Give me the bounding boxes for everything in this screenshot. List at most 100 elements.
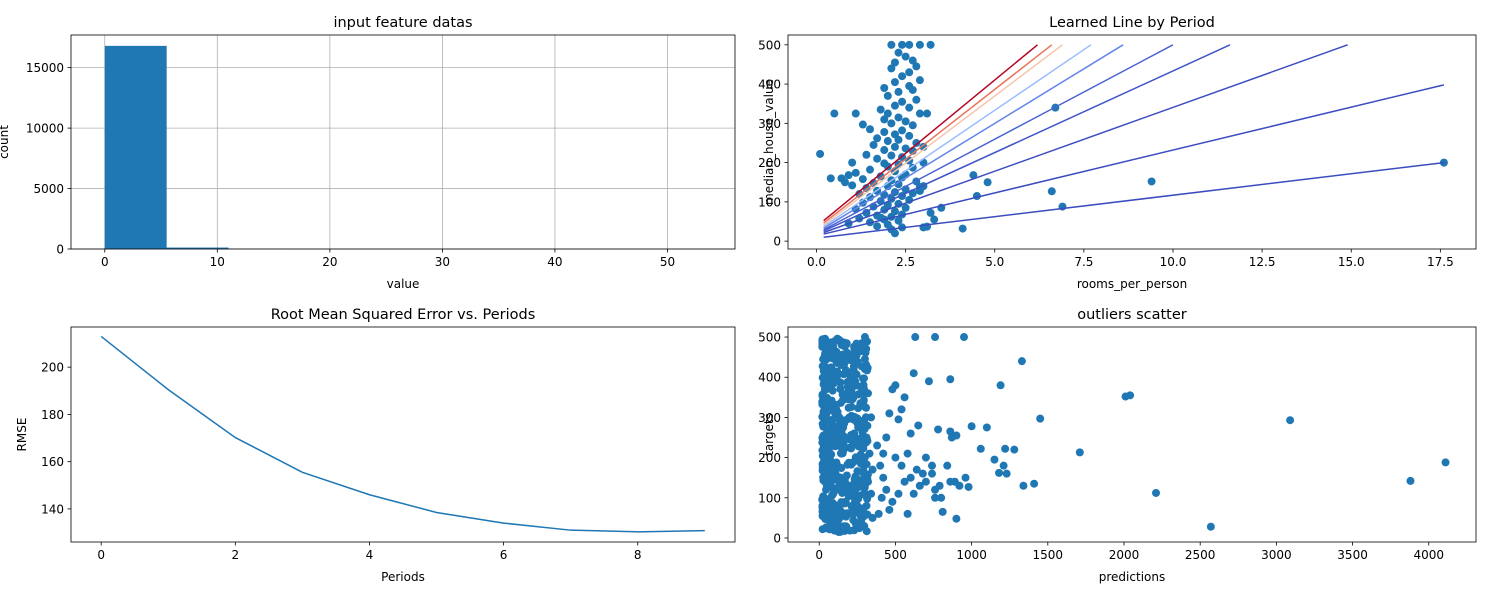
scatter-point (1010, 446, 1018, 454)
learned-line (824, 45, 1091, 227)
y-axis-label: count (0, 125, 11, 159)
y-axis-label: targets (762, 413, 776, 456)
scatter-point (888, 385, 896, 393)
scatter-point (840, 370, 848, 378)
x-tick-label: 17.5 (1427, 255, 1454, 269)
scatter-point (819, 467, 827, 475)
scatter-point (847, 403, 855, 411)
scatter-point (898, 405, 906, 413)
scatter-point (898, 462, 906, 470)
y-tick-label: 400 (758, 371, 781, 385)
scatter-point (904, 450, 912, 458)
scatter-point (879, 450, 887, 458)
y-tick-label: 180 (41, 408, 64, 422)
scatter-point (848, 356, 856, 364)
scatter-point (1207, 523, 1215, 531)
scatter-point (895, 113, 903, 121)
scatter-point (895, 136, 903, 144)
scatter-point (911, 333, 919, 341)
scatter-point (1286, 416, 1294, 424)
x-tick-label: 5.0 (985, 255, 1004, 269)
scatter-point (925, 377, 933, 385)
chart-title: input feature datas (333, 15, 472, 31)
scatter-point (901, 393, 909, 401)
x-tick-label: 12.5 (1249, 255, 1276, 269)
scatter-point (838, 431, 846, 439)
scatter-point (905, 41, 913, 49)
chart-title: outliers scatter (1077, 307, 1187, 323)
scatter-point (873, 442, 881, 450)
learned-line (824, 45, 1123, 228)
scatter-point (821, 386, 829, 394)
scatter-point (846, 527, 854, 535)
scatter-point (819, 492, 827, 500)
scatter-point (984, 178, 992, 186)
scatter-point (860, 403, 868, 411)
scatter-point (831, 434, 839, 442)
x-tick-label: 30 (435, 255, 450, 269)
scatter-point (1048, 187, 1056, 195)
x-axis-label: Periods (381, 570, 425, 584)
scatter-point (840, 391, 848, 399)
x-tick-label: 0 (101, 255, 109, 269)
scatter-point (851, 413, 859, 421)
scatter-point (931, 494, 939, 502)
scatter-point (891, 102, 899, 110)
plot-area (816, 41, 1448, 237)
scatter-point (1000, 462, 1008, 470)
learned-line (824, 45, 1063, 225)
scatter-point (864, 478, 872, 486)
scatter-point (879, 474, 887, 482)
x-tick-label: 0.0 (807, 255, 826, 269)
y-axis-label: RMSE (15, 418, 29, 452)
scatter-point (1152, 489, 1160, 497)
scatter-point (887, 152, 895, 160)
plot-area (818, 333, 1449, 536)
scatter-point (880, 84, 888, 92)
scatter-point (835, 355, 843, 363)
scatter-point (860, 489, 868, 497)
scatter-point (862, 502, 870, 510)
scatter-point (823, 502, 831, 510)
scatter-point (946, 375, 954, 383)
scatter-point (1126, 391, 1134, 399)
rmse-series-line (101, 336, 705, 531)
x-tick-label: 2500 (1185, 548, 1216, 562)
x-tick-label: 8 (634, 548, 642, 562)
learned-line (824, 45, 1052, 223)
scatter-point (891, 78, 899, 86)
scatter-point (1003, 470, 1011, 478)
x-tick-label: 7.5 (1074, 255, 1093, 269)
scatter-point (835, 515, 843, 523)
scatter-point (902, 53, 910, 61)
scatter-point (895, 88, 903, 96)
scatter-point (823, 475, 831, 483)
plot-area (101, 336, 705, 531)
scatter-point (839, 449, 847, 457)
scatter-point (882, 434, 890, 442)
scatter-point (861, 349, 869, 357)
y-tick-label: 160 (41, 455, 64, 469)
scatter-point (820, 457, 828, 465)
scatter-point (849, 370, 857, 378)
scatter-point (821, 434, 829, 442)
scatter-point (891, 229, 899, 237)
scatter-point (891, 454, 899, 462)
scatter-point (873, 155, 881, 163)
scatter-point (838, 500, 846, 508)
scatter-point (877, 106, 885, 114)
scatter-point (852, 169, 860, 177)
x-tick-label: 20 (322, 255, 337, 269)
scatter-point (912, 96, 920, 104)
scatter-point (869, 466, 877, 474)
x-tick-label: 2 (232, 548, 240, 562)
scatter-point (1036, 415, 1044, 423)
scatter-point (910, 369, 918, 377)
scatter-point (885, 409, 893, 417)
x-tick-label: 0 (97, 548, 105, 562)
x-tick-label: 4000 (1413, 548, 1444, 562)
scatter-point (870, 141, 878, 149)
scatter-point (884, 92, 892, 100)
